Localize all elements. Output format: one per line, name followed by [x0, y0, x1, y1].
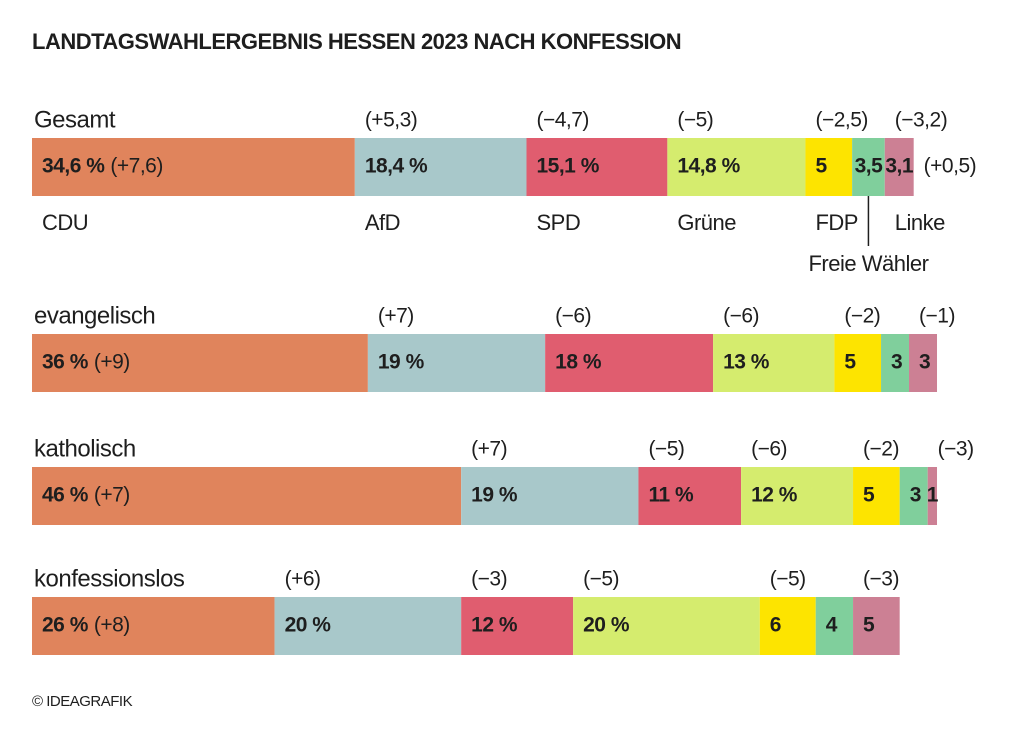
bar-segment	[853, 597, 900, 655]
bar-segment	[805, 138, 853, 196]
change-label: (−5)	[770, 568, 806, 591]
value-label: 3	[910, 484, 921, 507]
bar-segment	[32, 334, 368, 392]
change-label: (−6)	[723, 305, 759, 328]
change-label: (−6)	[555, 305, 591, 328]
value-label: 3	[919, 351, 930, 374]
change-label: (−5)	[648, 438, 684, 461]
value-label: 3	[891, 351, 902, 374]
change-label: (−3)	[471, 568, 507, 591]
bar-segment	[759, 597, 816, 655]
value-label: 20 %	[285, 614, 332, 637]
change-label: (−2)	[863, 438, 899, 461]
bar-segment	[834, 334, 882, 392]
value-label: 20 %	[583, 614, 630, 637]
value-label: 14,8 %	[677, 155, 740, 178]
bar-segment	[741, 467, 854, 525]
value-label: 12 %	[751, 484, 798, 507]
bar-segment	[852, 138, 885, 196]
row-label: evangelisch	[34, 302, 155, 329]
bar-segment	[884, 138, 914, 196]
bar-segment	[573, 597, 760, 655]
value-label: 5	[863, 484, 875, 507]
bar-segment	[32, 138, 355, 196]
value-label: 3,5	[855, 155, 884, 178]
bar-segment	[638, 467, 742, 525]
value-label: 6	[770, 614, 781, 637]
value-label: 11 %	[648, 484, 694, 507]
change-label: (−1)	[919, 305, 955, 328]
change-label: (−2,5)	[815, 109, 867, 132]
change-label: (+8)	[94, 614, 130, 637]
row-label: konfessionslos	[34, 565, 185, 592]
bar-segment	[274, 597, 462, 655]
bar-segment	[461, 467, 639, 525]
row-label: katholisch	[34, 435, 136, 462]
change-label: (−5)	[677, 109, 713, 132]
bar-segment	[853, 467, 900, 525]
value-label: 19 %	[471, 484, 518, 507]
value-label: 12 %	[471, 614, 518, 637]
legend-label: SPD	[536, 210, 580, 235]
bar-segment	[545, 334, 714, 392]
change-label: (+9)	[94, 351, 130, 374]
value-label: 18,4 %	[365, 155, 428, 178]
change-label: (−5)	[583, 568, 619, 591]
legend-label: FDP	[815, 210, 858, 235]
legend-label: CDU	[42, 210, 88, 235]
legend-label: Linke	[895, 210, 945, 235]
bar-segment	[367, 334, 546, 392]
change-label: (+6)	[285, 568, 321, 591]
change-label: (−3)	[938, 438, 974, 461]
bar-segment	[815, 597, 854, 655]
change-label: (−3)	[863, 568, 899, 591]
value-label: 18 %	[555, 351, 602, 374]
value-label: 4	[826, 614, 838, 637]
bar-segment	[927, 467, 938, 525]
change-label: (−4,7)	[536, 109, 588, 132]
bar-segment	[899, 467, 928, 525]
change-label: (+5,3)	[365, 109, 417, 132]
change-label: (+7)	[471, 438, 507, 461]
change-label: (−2)	[844, 305, 880, 328]
change-label: (+7)	[94, 484, 130, 507]
bar-segment	[881, 334, 910, 392]
change-label: (−3,2)	[895, 109, 947, 132]
bar-segment	[526, 138, 668, 196]
legend-label: Freie Wähler	[808, 251, 928, 276]
value-label: 34,6 %	[42, 155, 105, 178]
value-label: 13 %	[723, 351, 770, 374]
value-label: 5	[863, 614, 875, 637]
row-label: Gesamt	[34, 106, 116, 133]
bar-segment	[713, 334, 835, 392]
value-label: 3,1	[885, 155, 914, 178]
value-label: 1	[927, 484, 939, 507]
value-label: 15,1 %	[536, 155, 599, 178]
change-label: (+7)	[378, 305, 414, 328]
bar-segment	[461, 597, 574, 655]
value-label: 5	[815, 155, 827, 178]
credit: © IDEAGRAFIK	[32, 693, 133, 710]
bar-segment	[667, 138, 806, 196]
value-label: 5	[844, 351, 856, 374]
chart-title: LANDTAGSWAHLERGEBNIS HESSEN 2023 NACH KO…	[32, 29, 681, 54]
value-label: 36 %	[42, 351, 89, 374]
legend-label: AfD	[365, 210, 400, 235]
bar-segment	[32, 467, 462, 525]
value-label: 26 %	[42, 614, 89, 637]
change-label: (+7,6)	[110, 155, 162, 178]
value-label: 19 %	[378, 351, 425, 374]
bar-segment	[32, 597, 275, 655]
value-label: 46 %	[42, 484, 89, 507]
change-label: (−6)	[751, 438, 787, 461]
change-label: (+0,5)	[924, 155, 976, 178]
legend-label: Grüne	[677, 210, 736, 235]
bar-segment	[909, 334, 938, 392]
bar-segment	[354, 138, 527, 196]
